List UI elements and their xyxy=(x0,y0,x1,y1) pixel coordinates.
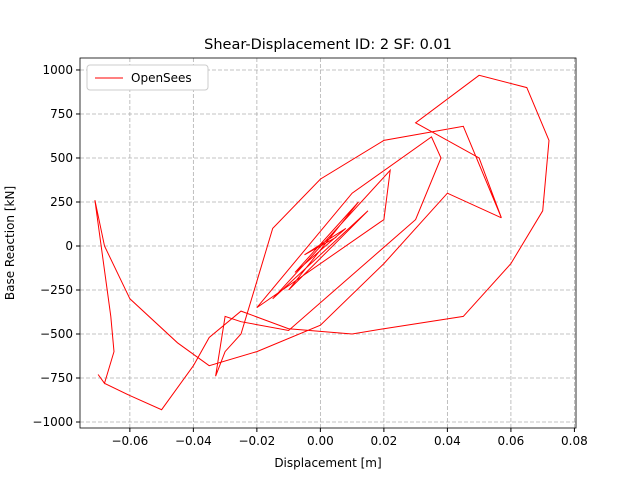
y-tick-label: −500 xyxy=(40,327,73,341)
y-tick-label: 1000 xyxy=(42,63,73,77)
legend-label: OpenSees xyxy=(131,71,192,85)
x-tick-label: 0.04 xyxy=(434,434,461,448)
y-tick-label: 0 xyxy=(65,239,73,253)
y-tick-label: −250 xyxy=(40,283,73,297)
y-tick-label: −1000 xyxy=(32,415,73,429)
x-tick-label: −0.04 xyxy=(175,434,212,448)
x-axis-label: Displacement [m] xyxy=(274,456,381,470)
y-axis-label: Base Reaction [kN] xyxy=(3,186,17,300)
x-tick-label: 0.02 xyxy=(371,434,398,448)
x-tick-label: −0.06 xyxy=(111,434,148,448)
plot-frame xyxy=(79,57,577,429)
x-tick-label: 0.00 xyxy=(307,434,334,448)
x-tick-label: −0.02 xyxy=(238,434,275,448)
x-tick-label: 0.06 xyxy=(498,434,525,448)
y-tick-label: 750 xyxy=(50,107,73,121)
y-tick-label: 250 xyxy=(50,195,73,209)
legend-box xyxy=(86,64,209,91)
x-tick-label: 0.08 xyxy=(561,434,588,448)
y-tick-label: 500 xyxy=(50,151,73,165)
data-line xyxy=(94,74,550,411)
chart-title: Shear-Displacement ID: 2 SF: 0.01 xyxy=(204,37,452,53)
y-tick-label: −750 xyxy=(40,371,73,385)
